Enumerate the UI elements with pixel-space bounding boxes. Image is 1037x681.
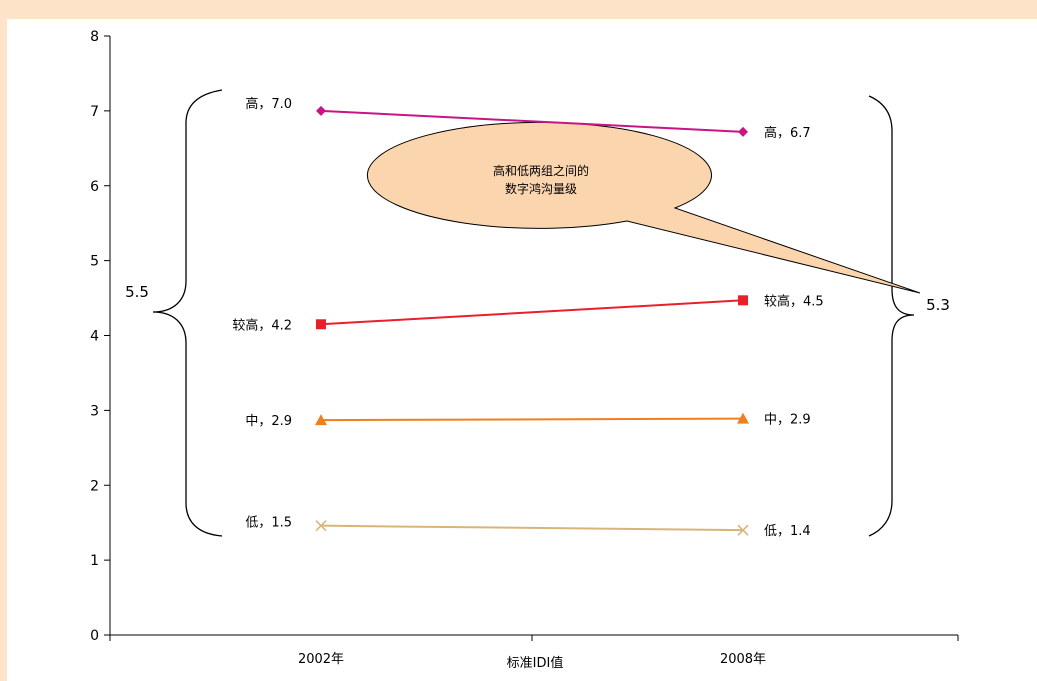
y-tick-label: 1 [90, 553, 99, 569]
data-point-diamond [316, 105, 326, 116]
right-brace [868, 95, 915, 537]
data-point-square [738, 295, 748, 306]
data-point-square [316, 319, 326, 330]
data-label: 中，2.9 [245, 414, 292, 429]
callout-text-line-1: 高和低两组之间的 [493, 163, 589, 178]
data-label: 低，1.4 [764, 524, 811, 539]
data-label: 低，1.5 [245, 516, 292, 531]
data-point-diamond [738, 126, 748, 137]
y-tick-label: 6 [90, 179, 99, 195]
y-tick-label: 2 [90, 478, 99, 494]
gap-2002-label: 5.5 [125, 283, 149, 301]
y-tick-label: 3 [90, 403, 99, 419]
data-label: 较高，4.2 [232, 317, 292, 333]
idi-line-chart: 0 1 2 3 4 5 6 7 8 2002年 2008年 标准IDI值 5.5 5.3 高和低两… [90, 29, 959, 671]
x-tick-label: 2002年 [298, 652, 344, 667]
data-point-x [737, 524, 749, 536]
chart-frame: 0 1 2 3 4 5 6 7 8 2002年 2008年 标准IDI值 5.5 5.3 高和低两… [7, 19, 1037, 681]
y-axis-ticks: 0 1 2 3 4 5 6 7 8 [90, 29, 110, 644]
y-tick-label: 7 [90, 104, 99, 120]
callout-bubble [367, 121, 921, 294]
series-4: 低，1.5 低，1.4 [245, 516, 810, 539]
y-tick-label: 8 [90, 29, 99, 45]
y-tick-label: 4 [90, 329, 99, 345]
series-line [320, 417, 744, 422]
data-label: 高，7.0 [245, 96, 292, 112]
x-tick-label: 2008年 [720, 652, 766, 667]
y-tick-label: 0 [90, 628, 99, 644]
x-axis-label: 标准IDI值 [507, 655, 564, 671]
data-label: 较高，4.5 [764, 293, 824, 309]
x-axis-ticks: 2002年 2008年 [109, 635, 959, 667]
left-brace [152, 89, 223, 537]
callout-text-line-2: 数字鸿沟量级 [505, 181, 577, 196]
series-line [320, 299, 744, 326]
series-3: 中，2.9 中，2.9 [245, 412, 811, 429]
series-layer: 高，7.0高，6.7较高，4.2较高，4.5中，2.9 中，2.9低，1.5低，1… [232, 96, 823, 539]
data-point-x [315, 520, 327, 532]
series-line [320, 109, 744, 133]
data-point-triangle [315, 414, 327, 426]
data-label: 高，6.7 [764, 125, 811, 141]
series-1: 高，7.0 高，6.7 [245, 96, 810, 141]
gap-2008-label: 5.3 [926, 296, 950, 314]
data-point-triangle [737, 412, 749, 424]
series-line [320, 524, 744, 532]
data-label: 中，2.9 [764, 413, 811, 428]
series-2: 较高，4.2 较高，4.5 [232, 293, 823, 333]
y-tick-label: 5 [90, 254, 99, 270]
